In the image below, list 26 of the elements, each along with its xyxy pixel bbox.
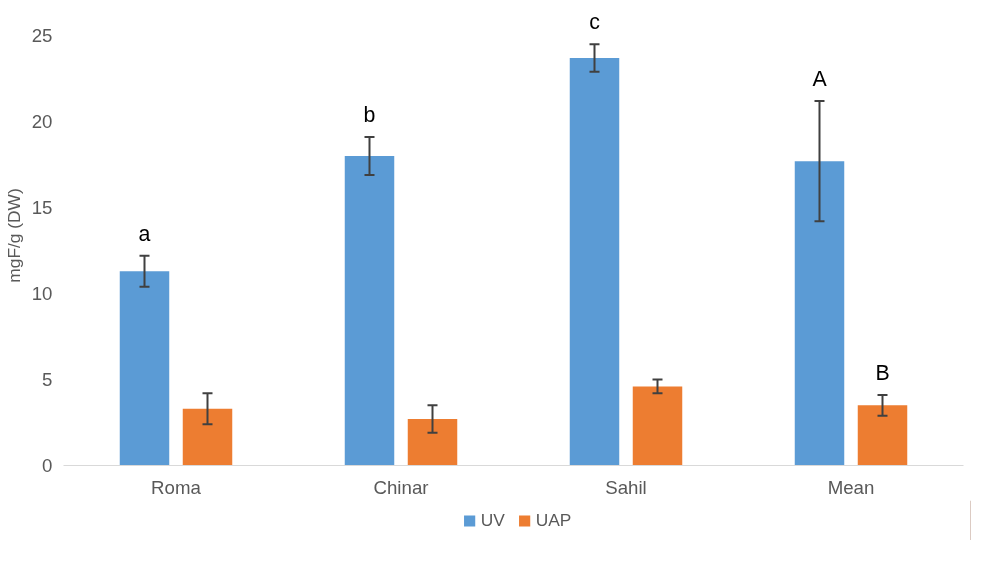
- y-tick-label: 10: [31, 283, 53, 305]
- annotation: a: [138, 221, 151, 246]
- text: c: [589, 10, 601, 35]
- bar: [632, 386, 683, 466]
- y-tick-label: 0: [42, 455, 53, 476]
- y-tick-label: 15: [31, 197, 53, 219]
- annotation: b: [363, 103, 376, 128]
- y-tick-label: 20: [31, 111, 53, 133]
- bar: [119, 271, 170, 466]
- annotation: A: [812, 66, 828, 91]
- bar: [344, 155, 395, 466]
- x-tick-label: Sahil: [605, 476, 647, 498]
- y-tick-label: 5: [42, 369, 53, 391]
- bar: [182, 408, 233, 466]
- x-tick-label: Chinar: [373, 476, 429, 498]
- legend-label: UV: [480, 509, 505, 531]
- bar: [569, 57, 620, 466]
- bar: [794, 161, 845, 466]
- x-tick-label: Mean: [827, 476, 875, 498]
- y-tick-label: 25: [31, 25, 53, 47]
- annotation: B: [875, 361, 890, 385]
- y-axis-title: mgF/g (DW): [3, 188, 24, 283]
- x-tick-label: Roma: [151, 476, 202, 498]
- legend-label: UAP: [535, 509, 572, 531]
- bar: [407, 419, 458, 466]
- bar: [857, 405, 908, 466]
